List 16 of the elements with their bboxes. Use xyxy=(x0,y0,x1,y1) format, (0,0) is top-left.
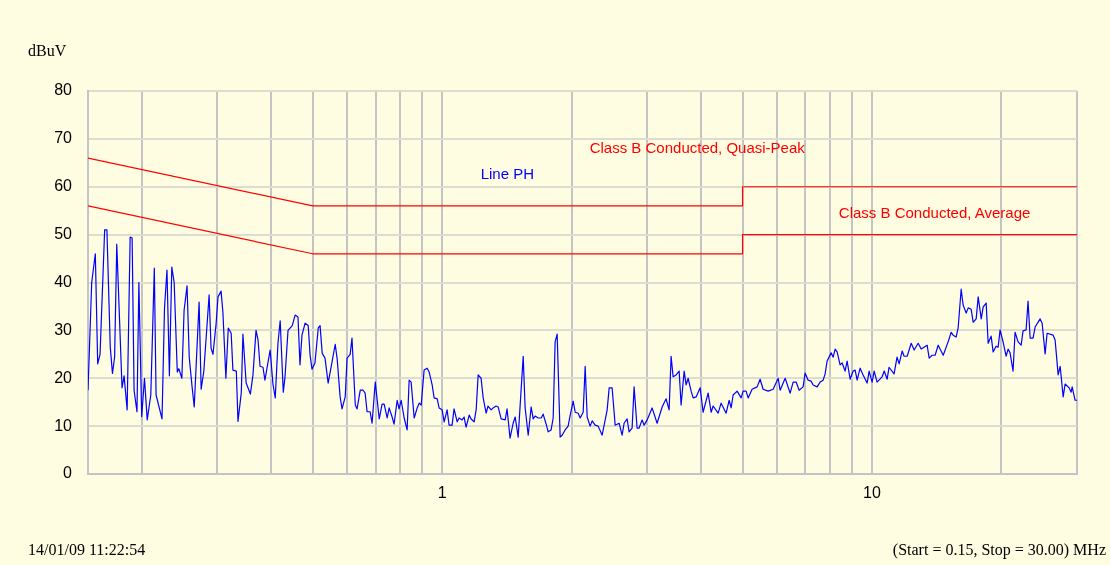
text: Line PH xyxy=(480,165,535,183)
y-tick-label: 20 xyxy=(54,368,73,386)
y-axis-title: dBuV xyxy=(28,42,67,60)
y-tick-label: 60 xyxy=(54,177,73,195)
text: (Start = 0.15, Stop = 30.00) MHz xyxy=(892,541,1106,559)
text: 14/01/09 11:22:54 xyxy=(28,541,146,559)
series-label: Class B Conducted, Average xyxy=(838,203,1031,221)
y-tick-label: 80 xyxy=(54,81,73,99)
text: Class B Conducted, Quasi-Peak xyxy=(589,138,806,156)
y-tick-label: 0 xyxy=(63,464,73,482)
y-tick-label: 40 xyxy=(54,272,73,290)
y-tick-label: 50 xyxy=(54,225,73,243)
x-tick-label: 1 xyxy=(437,484,447,502)
y-tick-label: 10 xyxy=(54,416,73,434)
y-tick-label: 70 xyxy=(54,129,73,147)
y-tick-label: 30 xyxy=(54,320,73,338)
